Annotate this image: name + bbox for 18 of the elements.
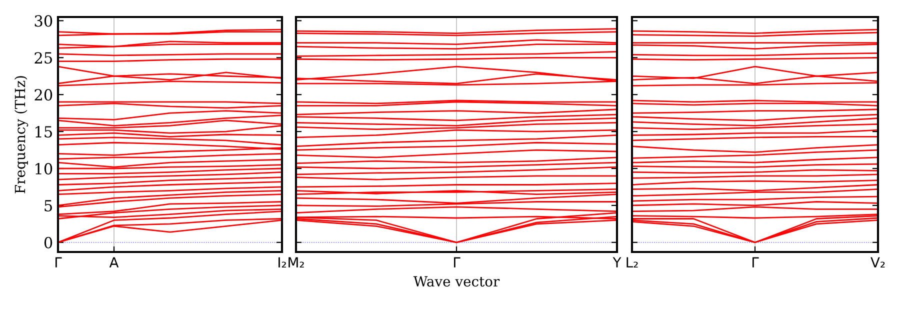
y-tick-label: 20 — [34, 89, 52, 101]
y-tick-label: 10 — [36, 162, 52, 175]
y-tick-label: 5 — [44, 200, 52, 212]
x-tick-label: Y — [612, 257, 622, 268]
y-axis-title: Frequency (THz) — [14, 76, 28, 194]
y-tick-label: 15 — [36, 126, 52, 138]
x-tick-label: M₂ — [288, 257, 304, 268]
x-tick-label: L₂ — [626, 257, 638, 268]
x-axis-title: Wave vector — [413, 276, 500, 287]
x-tick-label: V₂ — [870, 257, 885, 268]
y-tick-label: 0 — [44, 236, 52, 248]
y-tick-label: 25 — [34, 52, 52, 64]
x-tick-label: A — [109, 257, 119, 268]
y-tick-label: 30 — [34, 15, 52, 27]
x-tick-label: Γ — [454, 257, 460, 268]
x-tick-label: I₂ — [278, 257, 286, 268]
x-tick-label: Γ — [752, 257, 759, 268]
x-tick-label: Γ — [55, 257, 62, 268]
